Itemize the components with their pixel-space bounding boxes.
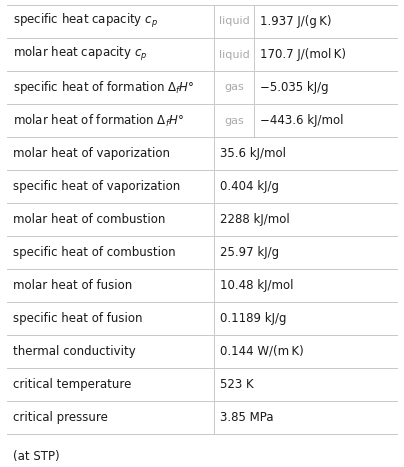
Text: molar heat of vaporization: molar heat of vaporization — [13, 147, 170, 160]
Text: thermal conductivity: thermal conductivity — [13, 345, 136, 358]
Text: 3.85 MPa: 3.85 MPa — [220, 411, 274, 424]
Text: liquid: liquid — [219, 50, 249, 59]
Text: specific heat capacity $c_p$: specific heat capacity $c_p$ — [13, 13, 158, 30]
Text: −443.6 kJ/mol: −443.6 kJ/mol — [260, 114, 343, 127]
Text: molar heat of combustion: molar heat of combustion — [13, 213, 165, 226]
Text: specific heat of vaporization: specific heat of vaporization — [13, 180, 180, 193]
Text: specific heat of fusion: specific heat of fusion — [13, 312, 143, 325]
Text: (at STP): (at STP) — [13, 450, 60, 463]
Text: 10.48 kJ/mol: 10.48 kJ/mol — [220, 279, 293, 292]
Text: 35.6 kJ/mol: 35.6 kJ/mol — [220, 147, 286, 160]
Text: 1.937 J/(g K): 1.937 J/(g K) — [260, 15, 332, 28]
Text: specific heat of combustion: specific heat of combustion — [13, 246, 176, 259]
Text: specific heat of formation $\Delta_f H°$: specific heat of formation $\Delta_f H°$ — [13, 79, 194, 96]
Text: critical temperature: critical temperature — [13, 378, 131, 391]
Text: liquid: liquid — [219, 16, 249, 27]
Text: 2288 kJ/mol: 2288 kJ/mol — [220, 213, 290, 226]
Text: 25.97 kJ/g: 25.97 kJ/g — [220, 246, 279, 259]
Text: 0.1189 kJ/g: 0.1189 kJ/g — [220, 312, 286, 325]
Text: critical pressure: critical pressure — [13, 411, 108, 424]
Text: −5.035 kJ/g: −5.035 kJ/g — [260, 81, 328, 94]
Text: gas: gas — [224, 115, 244, 126]
Text: molar heat capacity $c_p$: molar heat capacity $c_p$ — [13, 45, 147, 64]
Text: 170.7 J/(mol K): 170.7 J/(mol K) — [260, 48, 346, 61]
Text: molar heat of formation $\Delta_f H°$: molar heat of formation $\Delta_f H°$ — [13, 113, 184, 128]
Text: molar heat of fusion: molar heat of fusion — [13, 279, 132, 292]
Text: 0.144 W/(m K): 0.144 W/(m K) — [220, 345, 304, 358]
Text: 523 K: 523 K — [220, 378, 254, 391]
Text: gas: gas — [224, 83, 244, 92]
Text: 0.404 kJ/g: 0.404 kJ/g — [220, 180, 279, 193]
